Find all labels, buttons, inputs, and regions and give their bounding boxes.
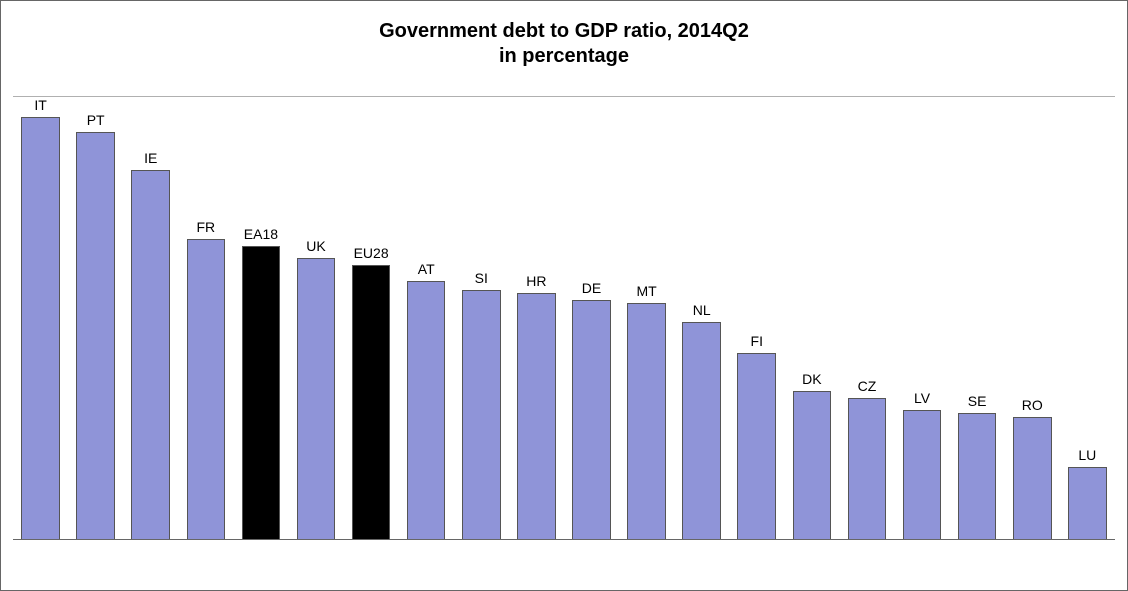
chart-frame: Government debt to GDP ratio, 2014Q2 in …: [0, 0, 1128, 591]
chart-title-line2: in percentage: [1, 44, 1127, 69]
bar-rect: [297, 258, 336, 540]
bar-rect: [21, 117, 60, 540]
bar-slot: FR: [178, 97, 233, 540]
bar-slot: EA18: [233, 97, 288, 540]
bar-slot: DK: [784, 97, 839, 540]
bar-label: IT: [34, 97, 46, 113]
bar-slot: LV: [895, 97, 950, 540]
bar-rect: [407, 281, 446, 540]
bar-label: AT: [418, 261, 435, 277]
bar-slot: NL: [674, 97, 729, 540]
chart-title-line1: Government debt to GDP ratio, 2014Q2: [1, 19, 1127, 44]
bar-label: SE: [968, 393, 987, 409]
bar-label: EU28: [354, 245, 389, 261]
bar-slot: IE: [123, 97, 178, 540]
bar-label: LU: [1078, 447, 1096, 463]
bar-slot: IT: [13, 97, 68, 540]
bar-rect: [76, 132, 115, 540]
bar-rect: [462, 290, 501, 540]
bar-label: PT: [87, 112, 105, 128]
bar-rect: [793, 391, 832, 540]
bar-label: RO: [1022, 397, 1043, 413]
bar-label: CZ: [858, 378, 877, 394]
bar-label: MT: [636, 283, 656, 299]
bar-rect: [187, 239, 226, 540]
bar-rect: [903, 410, 942, 540]
bar-rect: [682, 322, 721, 540]
bar-label: DK: [802, 371, 821, 387]
bar-slot: FI: [729, 97, 784, 540]
bar-label: LV: [914, 390, 930, 406]
bar-slot: AT: [399, 97, 454, 540]
bar-rect: [627, 303, 666, 540]
bar-rect: [1068, 467, 1107, 540]
plot-area: IT PT IE FR EA18 UK EU28 AT SI HR DE MT NL FI DK CZ LV SE…: [13, 96, 1115, 540]
bars-row: IT PT IE FR EA18 UK EU28 AT SI HR DE MT NL FI DK CZ LV SE…: [13, 97, 1115, 540]
bar-slot: SI: [454, 97, 509, 540]
bar-label: HR: [526, 273, 546, 289]
bar-rect: [848, 398, 887, 540]
bar-slot: CZ: [839, 97, 894, 540]
bar-slot: RO: [1005, 97, 1060, 540]
bar-rect: [737, 353, 776, 540]
bar-label: SI: [475, 270, 488, 286]
bar-label: IE: [144, 150, 157, 166]
bar-rect: [131, 170, 170, 540]
bar-rect: [572, 300, 611, 540]
bar-rect: [242, 246, 281, 540]
bar-slot: LU: [1060, 97, 1115, 540]
bar-label: EA18: [244, 226, 278, 242]
bar-slot: UK: [288, 97, 343, 540]
bar-slot: MT: [619, 97, 674, 540]
bar-slot: PT: [68, 97, 123, 540]
bar-rect: [352, 265, 391, 540]
bar-rect: [1013, 417, 1052, 540]
bar-rect: [517, 293, 556, 540]
bar-label: DE: [582, 280, 601, 296]
bar-label: FR: [196, 219, 215, 235]
bar-slot: SE: [950, 97, 1005, 540]
x-axis-baseline: [13, 539, 1115, 540]
bar-rect: [958, 413, 997, 540]
chart-title: Government debt to GDP ratio, 2014Q2 in …: [1, 1, 1127, 69]
bar-slot: DE: [564, 97, 619, 540]
bar-label: FI: [751, 333, 763, 349]
bar-label: NL: [693, 302, 711, 318]
bar-label: UK: [306, 238, 325, 254]
bar-slot: EU28: [344, 97, 399, 540]
bar-slot: HR: [509, 97, 564, 540]
